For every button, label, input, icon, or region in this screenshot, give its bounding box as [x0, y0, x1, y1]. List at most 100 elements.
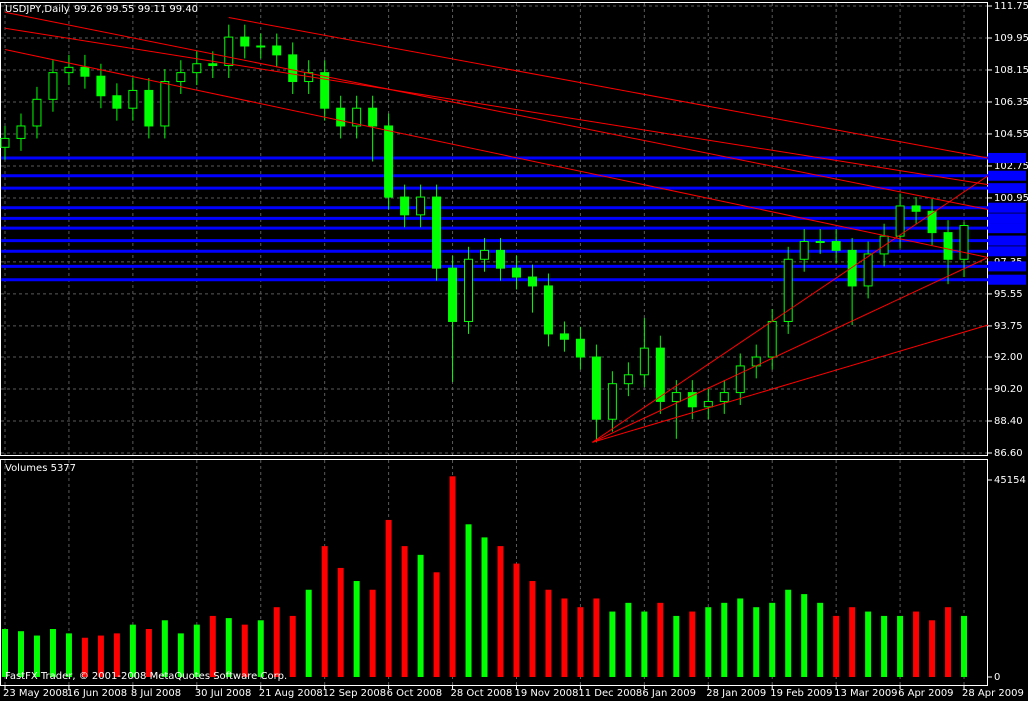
candle-body — [495, 249, 505, 269]
volume-bar — [81, 637, 88, 677]
candle-body — [48, 72, 58, 100]
volume-bar — [209, 615, 216, 677]
volume-bar — [913, 611, 920, 677]
volume-bar — [417, 554, 424, 677]
volume-bar — [161, 620, 168, 677]
volume-bar — [481, 537, 488, 677]
volume-bar — [305, 589, 312, 677]
candle-body — [959, 225, 969, 260]
candle-body — [911, 205, 921, 212]
y-tick-label: 104.55 — [994, 129, 1028, 140]
y-tick-label: 45154 — [994, 475, 1026, 486]
volume-bar — [353, 581, 360, 677]
volume-bar — [273, 607, 280, 677]
volume-bar — [865, 611, 872, 677]
volume-bar — [145, 629, 152, 677]
volume-bar — [433, 572, 440, 677]
volume-bar — [257, 620, 264, 677]
y-tick-label: 0 — [994, 672, 1000, 683]
candle-body — [96, 75, 106, 97]
candle-body — [767, 320, 777, 358]
y-tick-label: 93.75 — [994, 321, 1023, 332]
y-tick-label: 102.75 — [994, 161, 1028, 172]
candle-body — [0, 137, 10, 148]
volume-bar — [577, 607, 584, 677]
x-tick-label: 19 Feb 2009 — [770, 688, 832, 699]
candle-body — [879, 235, 889, 255]
volume-bar — [785, 589, 792, 677]
candle-body — [176, 72, 186, 83]
volume-bar — [801, 594, 808, 677]
x-tick-label: 28 Oct 2008 — [451, 688, 513, 699]
volume-bar — [753, 607, 760, 677]
trendline — [592, 257, 989, 443]
y-tick-label: 90.20 — [994, 384, 1023, 395]
candle-body — [895, 205, 905, 237]
volume-bar — [833, 615, 840, 677]
candle-body — [591, 356, 601, 420]
volume-bar — [897, 615, 904, 677]
candle-body — [655, 347, 665, 402]
candle-body — [719, 392, 729, 402]
candle-body — [863, 253, 873, 287]
volume-bar — [689, 611, 696, 677]
x-tick-label: 30 Jul 2008 — [195, 688, 252, 699]
volume-bar — [817, 602, 824, 677]
level-marker — [988, 152, 1026, 163]
volume-bar — [321, 546, 328, 677]
candle-body — [64, 66, 74, 74]
x-tick-label: 19 Nov 2008 — [514, 688, 578, 699]
y-tick-label: 108.15 — [994, 65, 1028, 76]
x-tick-label: 6 Apr 2009 — [898, 688, 953, 699]
level-marker — [988, 261, 1026, 272]
candle-body — [160, 81, 170, 127]
volume-bar — [177, 633, 184, 677]
price-header: 99.26 99.55 99.11 99.40 — [74, 4, 198, 15]
x-tick-label: 16 Jun 2008 — [67, 688, 127, 699]
candle-body — [847, 249, 857, 287]
candle-body — [432, 196, 442, 269]
volume-bar — [65, 633, 72, 677]
candle-body — [575, 338, 585, 358]
volume-bar — [449, 476, 456, 677]
volume-bar — [33, 635, 40, 677]
candle-body — [639, 347, 649, 376]
volume-bar — [529, 581, 536, 677]
volume-bar — [2, 629, 8, 677]
volume-bar — [49, 629, 56, 677]
volume-bar — [609, 611, 616, 677]
y-tick-label: 109.95 — [994, 33, 1028, 44]
volume-bar — [113, 633, 120, 677]
x-tick-label: 11 Dec 2008 — [578, 688, 642, 699]
trendline — [228, 17, 989, 159]
volume-bar — [657, 602, 664, 677]
candle-body — [32, 98, 42, 127]
candle-body — [783, 258, 793, 322]
volume-bar — [97, 635, 104, 677]
candle-body — [543, 285, 553, 335]
candle-body — [128, 89, 138, 109]
candle-body — [671, 392, 681, 402]
x-tick-label: 28 Jan 2009 — [706, 688, 766, 699]
candle-body — [112, 95, 122, 109]
volume-bar — [673, 615, 680, 677]
volume-bar — [705, 607, 712, 677]
level-marker — [988, 235, 1026, 246]
candle-body — [368, 107, 378, 127]
volume-bar — [849, 607, 856, 677]
volume-bar — [641, 611, 648, 677]
y-tick-label: 88.40 — [994, 416, 1023, 427]
candle-body — [80, 66, 90, 77]
volume-bar — [881, 615, 888, 677]
x-tick-label: 12 Sep 2008 — [323, 688, 386, 699]
volume-bar — [225, 618, 232, 677]
candle-body — [511, 267, 521, 278]
candle-body — [607, 383, 617, 420]
candle-body — [336, 107, 346, 127]
candle-body — [815, 240, 825, 243]
x-tick-label: 21 Aug 2008 — [259, 688, 323, 699]
volume-bar — [513, 563, 520, 677]
x-tick-label: 23 May 2008 — [3, 688, 68, 699]
